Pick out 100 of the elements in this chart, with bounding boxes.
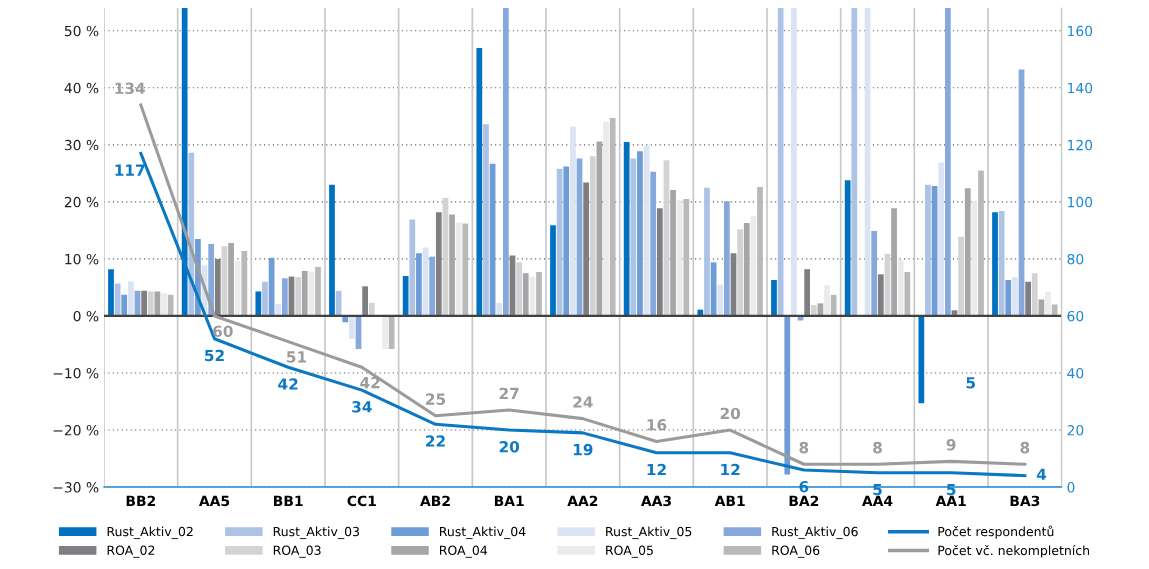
bar bbox=[871, 230, 878, 316]
bar bbox=[810, 305, 817, 316]
x-tick-label: AA5 bbox=[198, 495, 230, 507]
bar bbox=[791, 7, 797, 316]
bar bbox=[717, 284, 724, 316]
data-label: 8 bbox=[873, 441, 882, 454]
data-label: 134 bbox=[115, 82, 145, 95]
annotation: 5 bbox=[966, 377, 975, 389]
bar bbox=[141, 290, 148, 316]
bar bbox=[262, 281, 268, 316]
bar bbox=[308, 271, 315, 316]
bar bbox=[1031, 273, 1038, 316]
bar bbox=[804, 269, 811, 316]
legend-label: Rust_Aktiv_06 bbox=[772, 526, 858, 540]
bar bbox=[315, 266, 321, 316]
bar bbox=[416, 253, 422, 316]
bar bbox=[435, 212, 442, 316]
legend-label: ROA_06 bbox=[772, 545, 820, 558]
data-label: 20 bbox=[720, 407, 741, 420]
bar bbox=[877, 274, 884, 316]
bar bbox=[255, 291, 262, 316]
bar bbox=[228, 242, 234, 316]
bar bbox=[844, 180, 851, 316]
bar bbox=[737, 229, 743, 316]
bar bbox=[1012, 277, 1018, 316]
bar bbox=[743, 222, 750, 316]
y2-tick-label: 0 bbox=[1067, 482, 1075, 493]
bar bbox=[750, 216, 757, 316]
data-label: 22 bbox=[426, 435, 445, 447]
x-tick-label: BB1 bbox=[274, 495, 303, 506]
data-label: 12 bbox=[721, 463, 740, 476]
bar bbox=[650, 171, 657, 316]
legend-label: Rust_Aktiv_04 bbox=[439, 526, 526, 540]
y-tick-label: 0 % bbox=[73, 310, 99, 322]
bar bbox=[483, 124, 489, 316]
data-label: 42 bbox=[360, 376, 380, 389]
data-label: 34 bbox=[352, 401, 372, 413]
bar bbox=[121, 294, 128, 316]
data-label: 8 bbox=[1020, 441, 1030, 454]
legend-label: ROA_03 bbox=[273, 545, 321, 558]
bar bbox=[167, 294, 174, 316]
legend-label: Počet vč. nekompletních bbox=[938, 544, 1090, 558]
data-label: 24 bbox=[573, 396, 593, 408]
bar bbox=[830, 294, 837, 316]
bar bbox=[637, 151, 643, 316]
data-label: 27 bbox=[499, 387, 519, 399]
data-label: 60 bbox=[213, 325, 233, 338]
y2-tick-label: 140 bbox=[1068, 82, 1093, 94]
x-tick-label: AB2 bbox=[420, 495, 450, 506]
bar bbox=[630, 158, 637, 316]
bar bbox=[409, 219, 416, 316]
bar bbox=[476, 47, 483, 316]
bar bbox=[362, 286, 369, 316]
bar bbox=[449, 214, 455, 316]
bar bbox=[429, 256, 436, 316]
bar bbox=[704, 187, 710, 316]
x-tick-label: CC1 bbox=[347, 495, 376, 507]
bar bbox=[998, 211, 1005, 316]
y-tick-label: 30 % bbox=[64, 139, 99, 151]
bar bbox=[329, 184, 335, 316]
bar bbox=[603, 121, 609, 316]
legend-label: Rust_Aktiv_03 bbox=[273, 526, 360, 540]
bar bbox=[382, 315, 388, 350]
bar bbox=[281, 278, 288, 316]
bar bbox=[234, 261, 241, 316]
bar bbox=[241, 250, 248, 316]
x-tick-label: BA1 bbox=[494, 495, 524, 506]
bar bbox=[757, 187, 763, 316]
y2-tick-label: 60 bbox=[1067, 310, 1084, 322]
bar bbox=[676, 200, 683, 316]
y2-tick-label: 120 bbox=[1068, 139, 1093, 151]
bar bbox=[623, 142, 630, 316]
data-label: 19 bbox=[573, 443, 593, 456]
bar bbox=[891, 208, 897, 316]
bar bbox=[958, 236, 964, 316]
x-tick-label: BB2 bbox=[126, 495, 156, 506]
legend-label: ROA_05 bbox=[606, 545, 653, 558]
bar bbox=[462, 223, 469, 316]
bar bbox=[609, 118, 616, 316]
bar bbox=[295, 277, 301, 316]
bar bbox=[550, 225, 556, 316]
bar bbox=[147, 291, 154, 316]
bar bbox=[723, 201, 730, 316]
bar bbox=[1051, 304, 1058, 316]
bar bbox=[897, 260, 904, 316]
bar bbox=[918, 315, 925, 404]
bar bbox=[108, 269, 114, 316]
bar bbox=[563, 166, 570, 316]
data-label: 8 bbox=[799, 441, 809, 454]
y-tick-label: −10 % bbox=[53, 367, 99, 379]
bar bbox=[583, 182, 590, 316]
bar bbox=[536, 272, 542, 316]
data-label: 20 bbox=[499, 440, 520, 453]
bar bbox=[570, 126, 576, 316]
y-tick-label: 20 % bbox=[64, 196, 99, 208]
y-tick-label: −30 % bbox=[53, 482, 99, 493]
y-tick-label: 50 % bbox=[64, 25, 99, 37]
bar bbox=[670, 189, 676, 316]
bar bbox=[824, 285, 830, 316]
bar bbox=[938, 162, 945, 316]
